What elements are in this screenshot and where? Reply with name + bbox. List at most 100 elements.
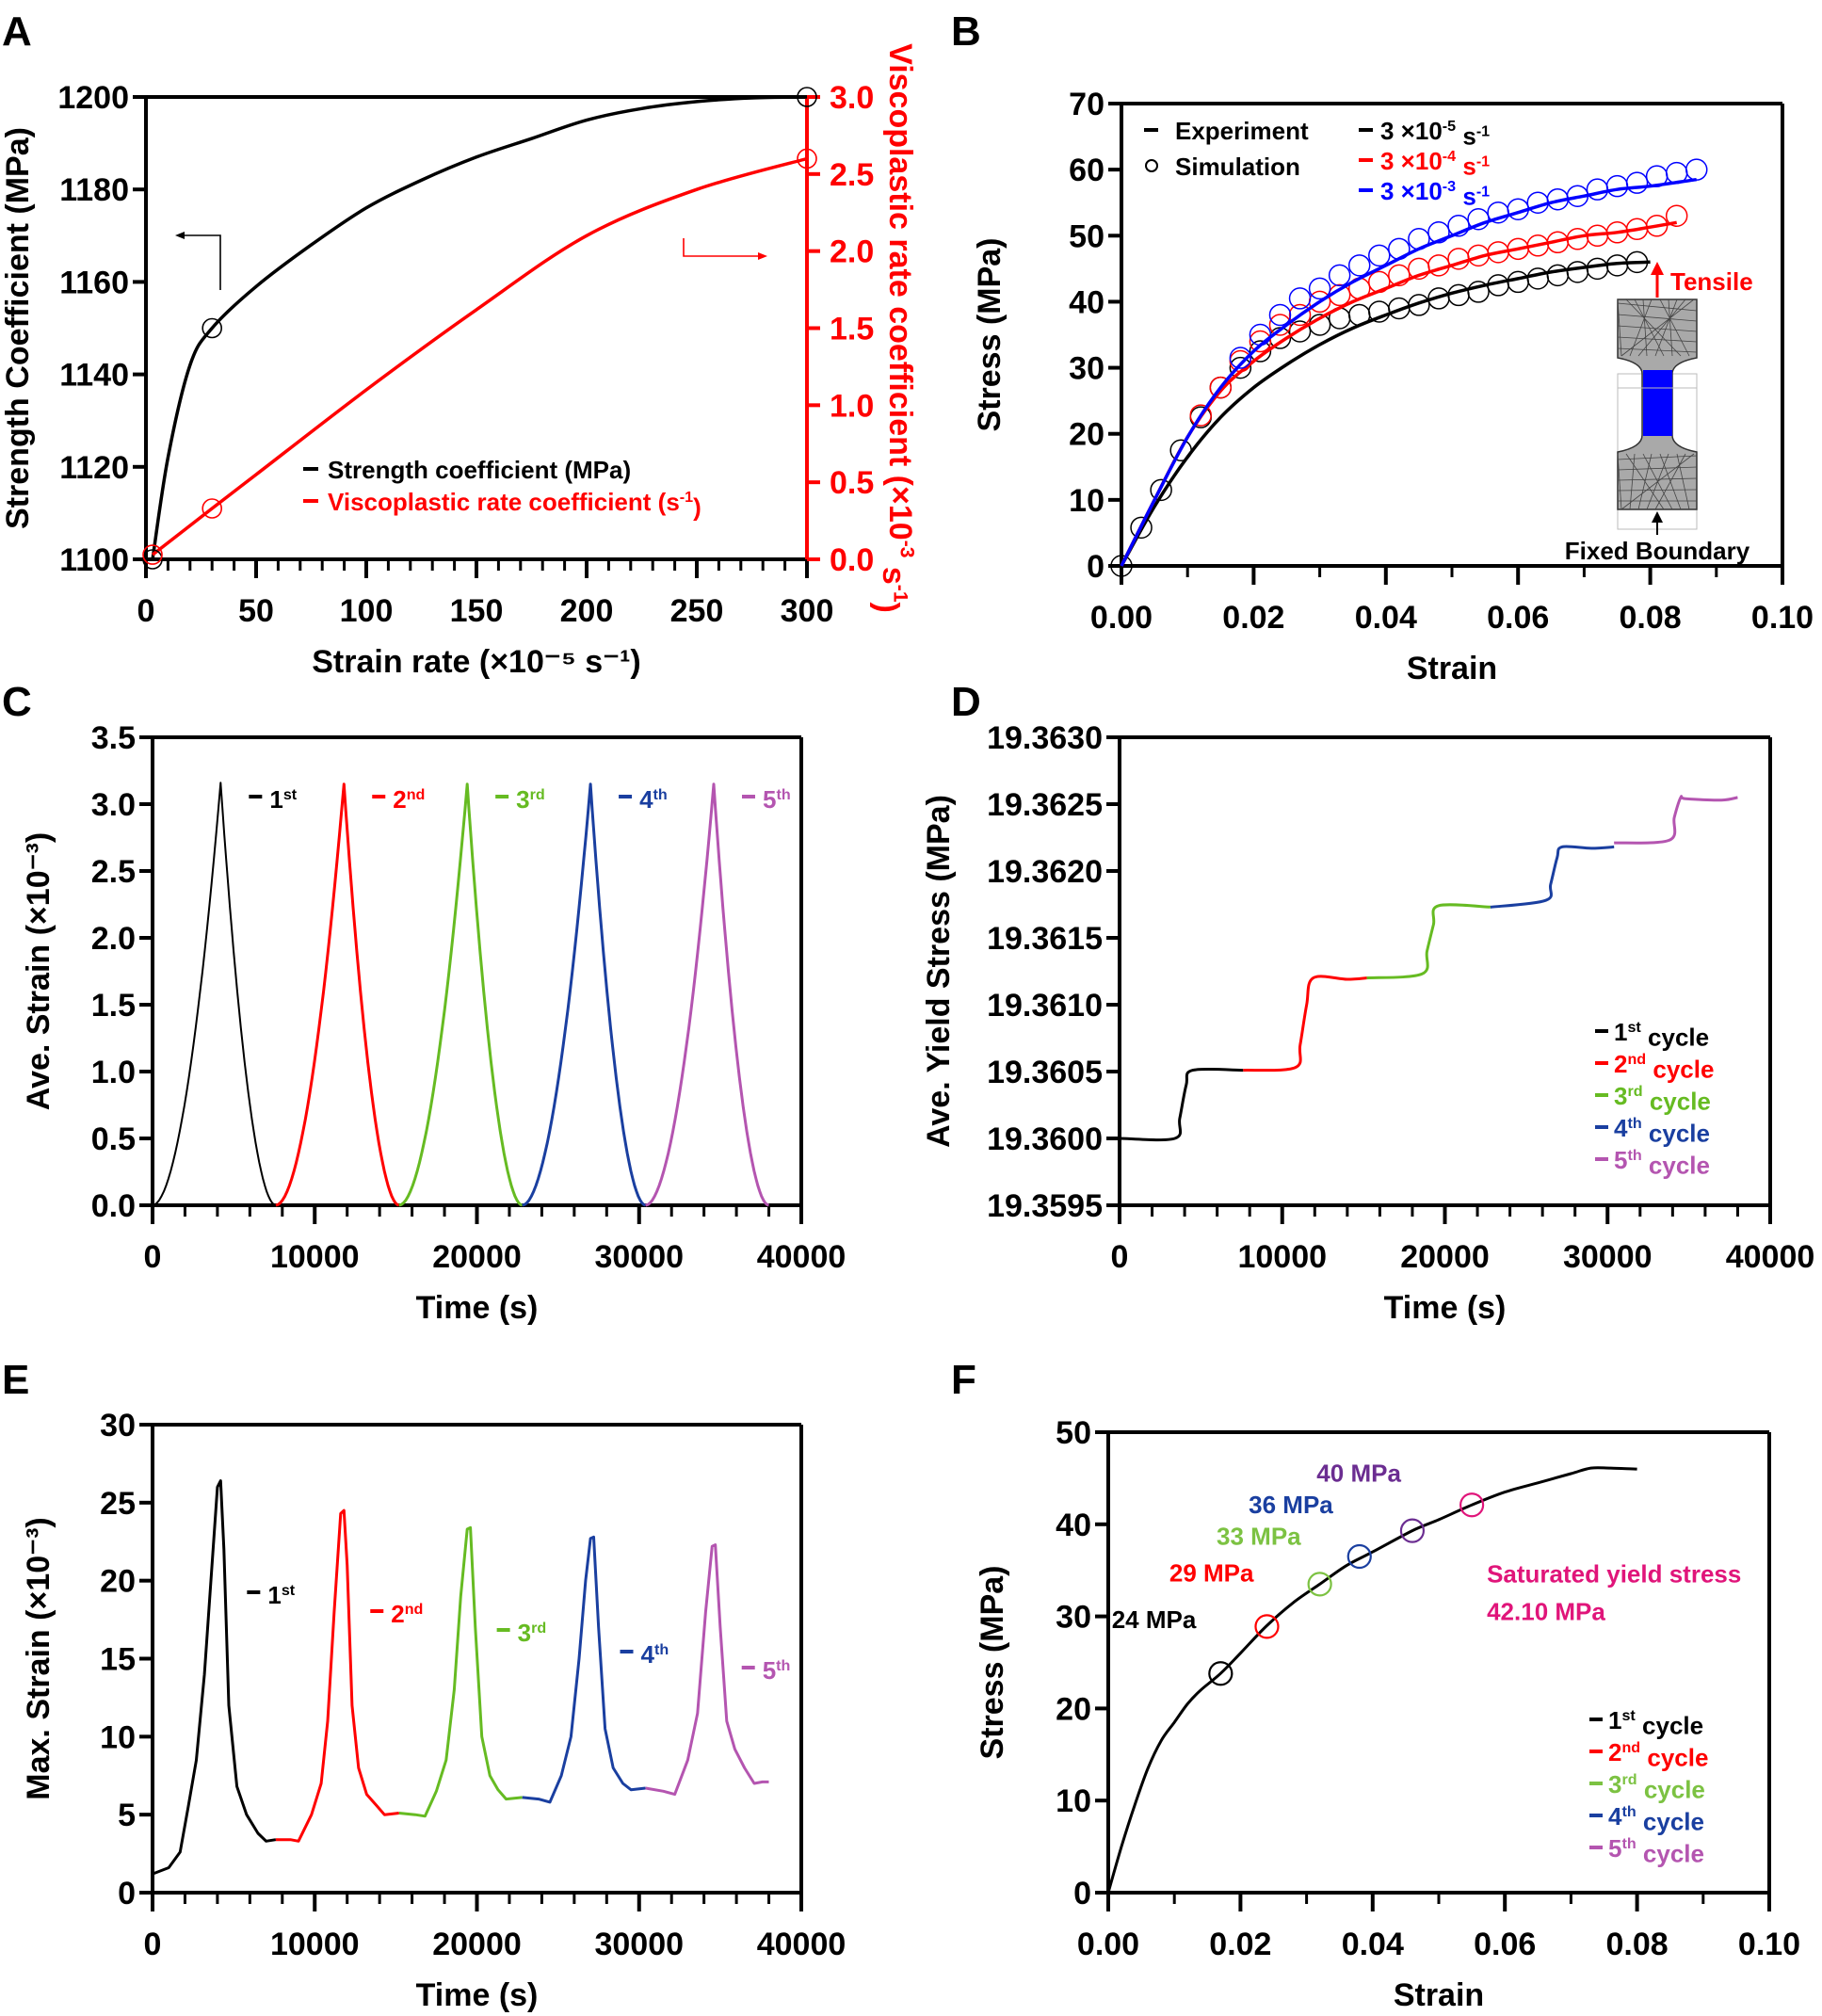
y-tick-label: 60	[1069, 153, 1104, 188]
simulation-marker	[1625, 250, 1649, 274]
x-tick-label: 200	[560, 593, 614, 629]
text-span: s	[1456, 121, 1476, 150]
superscript: rd	[531, 1620, 546, 1637]
text-span: Viscoplastic rate coefficient (×10	[882, 43, 918, 540]
x-tick-label: 0.06	[1487, 600, 1549, 636]
cycle-curve-1st	[152, 782, 277, 1206]
x-tick-label: 20000	[1400, 1239, 1490, 1275]
superscript: st	[1627, 1019, 1641, 1036]
y-tick-label: 19.3615	[987, 921, 1103, 957]
text-span: s	[1456, 152, 1476, 180]
simulation-marker	[1665, 161, 1688, 185]
superscript: -3	[896, 540, 918, 558]
experiment-line	[1120, 260, 1651, 567]
cycle-label: 1st	[269, 785, 297, 814]
text-span: )	[693, 492, 701, 521]
simulation-marker	[1447, 283, 1470, 307]
x-tick-label: 40000	[757, 1239, 847, 1275]
text-span: 3 ×10	[1380, 147, 1443, 175]
right-y-tick-label: 1.5	[830, 312, 874, 347]
text-span: 3 ×10	[1380, 117, 1443, 145]
y-tick-label: 0	[118, 1876, 136, 1911]
cycle-curve-4th	[522, 782, 647, 1207]
x-tick-label: 40000	[757, 1927, 847, 1962]
x-tick-label: 0	[137, 593, 155, 629]
superscript: nd	[405, 1601, 424, 1618]
simulation-marker	[1586, 178, 1609, 201]
text-span: s	[876, 557, 911, 584]
text-span: cycle	[1646, 1055, 1714, 1083]
text-span: 3	[518, 1619, 531, 1647]
max-strain-5th	[645, 1543, 769, 1797]
y-tick-label: 1160	[59, 265, 129, 300]
y-tick-label: 1.0	[91, 1055, 136, 1090]
y-tick-label: 40	[1056, 1508, 1091, 1543]
cycle-curve-3rd	[398, 782, 524, 1207]
x-tick-label: 20000	[432, 1927, 522, 1962]
text-span: s	[1456, 182, 1476, 210]
superscript: nd	[407, 786, 426, 803]
x-tick-label: 0.02	[1209, 1927, 1271, 1962]
y-tick-label: 10	[1069, 483, 1104, 519]
y-tick-label: 30	[1056, 1600, 1091, 1636]
x-tick-label: 250	[670, 593, 724, 629]
mesh-line	[1629, 453, 1636, 510]
y-tick-label: 10	[100, 1719, 136, 1755]
simulation-marker	[1229, 356, 1252, 379]
superscript: th	[1627, 1115, 1641, 1132]
text-span: 3 ×10	[1380, 177, 1443, 205]
cycle-label: 5th	[763, 1656, 791, 1685]
text-span: cycle	[1637, 1807, 1704, 1835]
text-span: 4	[639, 785, 653, 814]
simulation-marker	[1368, 270, 1391, 294]
simulation-marker	[1388, 264, 1411, 287]
simulation-marker	[1288, 287, 1312, 310]
text-span: cycle	[1636, 1711, 1703, 1739]
simulation-marker	[1645, 165, 1669, 187]
mesh-line	[1668, 298, 1673, 357]
x-tick-label: 0.02	[1222, 600, 1284, 636]
superscript: nd	[1627, 1051, 1646, 1068]
panel-label-d: D	[951, 679, 981, 725]
text-span: 1	[1614, 1018, 1627, 1046]
yield-stress-4th-cycle	[1490, 845, 1615, 909]
y-tick-label: 0	[1087, 549, 1104, 585]
y-tick-label: 0	[1073, 1876, 1091, 1911]
text-span: 4	[1608, 1802, 1622, 1831]
yield-stress-annotation: Saturated yield stress	[1487, 1559, 1741, 1588]
y-tick-label: 2.5	[91, 854, 136, 890]
x-axis-title: Strain rate (×10⁻⁵ s⁻¹)	[312, 644, 640, 680]
superscript: th	[1621, 1803, 1636, 1820]
mesh-line	[1617, 477, 1698, 481]
x-tick-label: 10000	[270, 1927, 360, 1962]
cycle-label: 3rd	[516, 785, 545, 814]
x-tick-label: 0.00	[1077, 1927, 1139, 1962]
y-tick-label: 10	[1056, 1783, 1091, 1819]
fixed-boundary-arrow-head	[1652, 511, 1663, 523]
superscript: -1	[1476, 123, 1490, 140]
x-tick-label: 0.10	[1738, 1927, 1800, 1962]
simulation-marker	[1347, 254, 1371, 277]
y-tick-label: 1.5	[91, 988, 136, 1024]
stress-strain-curve	[1106, 1466, 1637, 1894]
superscript: th	[776, 786, 790, 803]
simulation-marker	[1447, 248, 1470, 270]
x-tick-label: 0	[144, 1239, 162, 1275]
text-span: 3	[1608, 1770, 1621, 1798]
superscript: -3	[1443, 178, 1456, 195]
max-strain-4th	[522, 1535, 646, 1804]
y-tick-label: 19.3610	[987, 988, 1103, 1024]
simulation-marker	[1467, 208, 1490, 231]
text-span: 5	[1614, 1146, 1627, 1174]
superscript: th	[653, 786, 668, 803]
x-tick-label: 30000	[594, 1927, 684, 1962]
y-tick-label: 19.3605	[987, 1055, 1103, 1090]
simulation-marker	[1645, 215, 1669, 237]
simulation-marker	[1347, 303, 1371, 327]
superscript: st	[1621, 1707, 1636, 1724]
chart-panel-f: 0.00 0.02 0.04 0.06 0.08 0.10 0 10 20 30 40 50 Strai…	[975, 1415, 1800, 2013]
yield-stress-annotation: 33 MPa	[1217, 1522, 1301, 1550]
simulation-marker	[1288, 303, 1312, 327]
superscript: -1	[889, 585, 911, 603]
superscript: -1	[1476, 184, 1490, 201]
